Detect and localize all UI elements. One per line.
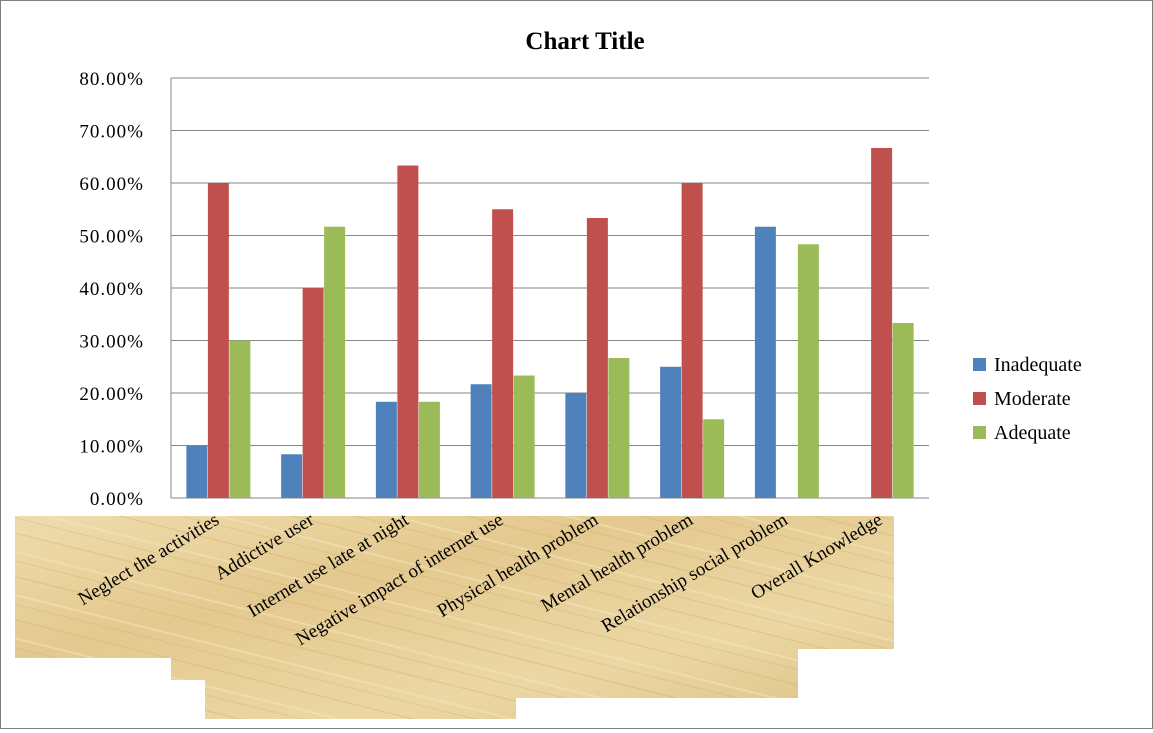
legend-label: Moderate (994, 388, 1071, 410)
bar-inadequate (281, 454, 303, 498)
bar-moderate (586, 218, 608, 498)
y-tick-label: 50.00% (79, 227, 144, 248)
bar-adequate (513, 375, 535, 498)
legend-swatch (973, 358, 986, 371)
legend-swatch (973, 426, 986, 439)
legend-label: Adequate (994, 422, 1071, 444)
y-tick-label: 40.00% (79, 279, 144, 300)
bar-moderate (302, 288, 324, 498)
bar-adequate (703, 419, 725, 498)
bar-adequate (608, 357, 630, 498)
bar-adequate (797, 244, 819, 498)
bar-moderate (492, 209, 514, 498)
bars (186, 147, 914, 499)
y-axis-ticks: 0.00% 10.00% 20.00% 30.00% 40.00% 50.00% 60.00… (79, 69, 144, 510)
legend: Inadequate Moderate Adequate (973, 354, 1082, 444)
parchment-texture (15, 516, 894, 719)
bar-adequate (324, 226, 346, 499)
bar-inadequate (375, 401, 397, 498)
y-tick-label: 70.00% (79, 122, 144, 143)
y-tick-label: 20.00% (79, 384, 144, 405)
chart-title: Chart Title (525, 28, 644, 55)
bar-moderate (207, 183, 229, 498)
label-background (15, 516, 894, 719)
y-tick-label: 10.00% (79, 437, 144, 458)
bar-inadequate (470, 384, 492, 498)
y-tick-label: 80.00% (79, 69, 144, 90)
y-tick-label: 0.00% (90, 489, 144, 510)
bar-adequate (892, 323, 914, 498)
bar-adequate (229, 340, 251, 498)
y-tick-label: 60.00% (79, 174, 144, 195)
bar-moderate (871, 147, 893, 499)
bar-adequate (418, 401, 440, 498)
bar-moderate (681, 183, 703, 498)
bar-inadequate (186, 445, 208, 498)
bar-inadequate (660, 366, 682, 498)
bar-inadequate (754, 226, 776, 499)
bar-moderate (397, 165, 419, 498)
y-tick-label: 30.00% (79, 332, 144, 353)
legend-label: Inadequate (994, 354, 1082, 376)
bar-inadequate (565, 393, 587, 498)
legend-swatch (973, 392, 986, 405)
